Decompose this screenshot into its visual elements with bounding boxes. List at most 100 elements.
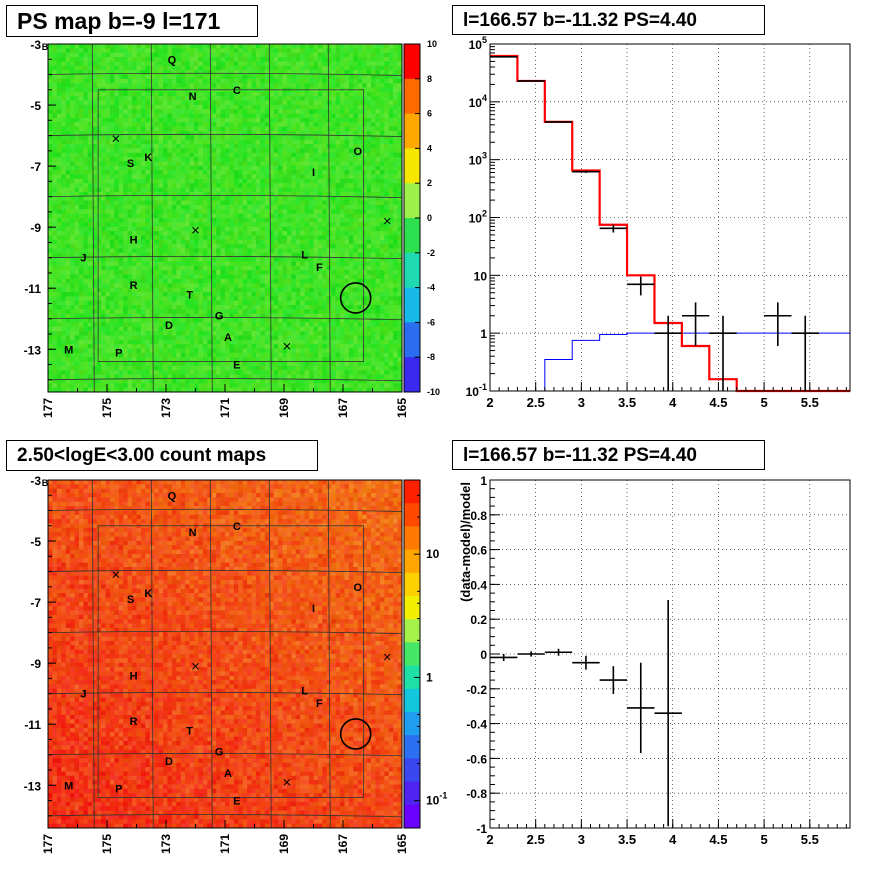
map-pixel <box>300 161 305 166</box>
map-pixel <box>52 266 57 271</box>
map-pixel <box>57 357 62 362</box>
map-pixel <box>88 118 93 123</box>
map-pixel <box>154 96 159 101</box>
map-pixel <box>123 353 128 358</box>
map-pixel <box>83 170 88 175</box>
map-pixel <box>92 61 97 66</box>
map-pixel <box>70 88 75 93</box>
map-pixel <box>92 262 97 267</box>
map-pixel <box>287 309 292 314</box>
map-pixel <box>190 48 195 53</box>
map-pixel <box>314 96 319 101</box>
map-pixel <box>283 305 288 310</box>
map-pixel <box>167 79 172 84</box>
map-pixel <box>70 96 75 101</box>
map-pixel <box>274 114 279 119</box>
map-pixel <box>194 275 199 280</box>
map-pixel <box>252 153 257 158</box>
map-pixel <box>159 179 164 184</box>
map-pixel <box>176 44 181 49</box>
map-pixel <box>225 144 230 149</box>
map-pixel <box>88 292 93 297</box>
map-pixel <box>163 292 168 297</box>
map-pixel <box>141 235 146 240</box>
map-pixel <box>154 327 159 332</box>
map-pixel <box>198 48 203 53</box>
map-pixel <box>167 127 172 132</box>
map-pixel <box>256 205 261 210</box>
map-pixel <box>283 270 288 275</box>
map-pixel <box>75 262 80 267</box>
map-pixel <box>123 275 128 280</box>
map-pixel <box>154 383 159 388</box>
map-pixel <box>119 279 124 284</box>
map-pixel <box>66 205 71 210</box>
map-pixel <box>83 222 88 227</box>
map-pixel <box>154 340 159 345</box>
map-pixel <box>172 309 177 314</box>
map-pixel <box>154 118 159 123</box>
map-pixel <box>247 201 252 206</box>
map-pixel <box>70 140 75 145</box>
map-pixel <box>52 296 57 301</box>
map-pixel <box>265 335 270 340</box>
map-pixel <box>212 292 217 297</box>
map-pixel <box>141 70 146 75</box>
map-pixel <box>243 201 248 206</box>
map-pixel <box>283 196 288 201</box>
map-pixel <box>269 262 274 267</box>
map-pixel <box>70 366 75 371</box>
map-pixel <box>145 114 150 119</box>
map-pixel <box>207 101 212 106</box>
map-pixel <box>207 44 212 49</box>
map-pixel <box>243 257 248 262</box>
map-pixel <box>283 214 288 219</box>
map-pixel <box>300 375 305 380</box>
map-pixel <box>300 209 305 214</box>
map-pixel <box>291 309 296 314</box>
map-pixel <box>132 370 137 375</box>
map-pixel <box>287 362 292 367</box>
map-pixel <box>203 340 208 345</box>
map-pixel <box>181 79 186 84</box>
map-pixel <box>97 227 102 232</box>
map-pixel <box>225 218 230 223</box>
map-pixel <box>309 157 314 162</box>
map-pixel <box>75 340 80 345</box>
map-pixel <box>75 375 80 380</box>
map-pixel <box>52 353 57 358</box>
map-pixel <box>212 96 217 101</box>
map-pixel <box>150 48 155 53</box>
map-pixel <box>159 153 164 158</box>
map-pixel <box>163 362 168 367</box>
map-pixel <box>238 331 243 336</box>
map-pixel <box>296 179 301 184</box>
map-pixel <box>229 166 234 171</box>
map-pixel <box>318 288 323 293</box>
map-pixel <box>106 122 111 127</box>
map-pixel <box>181 57 186 62</box>
map-pixel <box>203 288 208 293</box>
map-pixel <box>283 266 288 271</box>
map-pixel <box>278 270 283 275</box>
map-pixel <box>57 88 62 93</box>
map-pixel <box>101 122 106 127</box>
map-pixel <box>309 109 314 114</box>
map-pixel <box>212 74 217 79</box>
map-pixel <box>212 331 217 336</box>
map-pixel <box>247 53 252 58</box>
map-pixel <box>274 331 279 336</box>
map-pixel <box>114 301 119 306</box>
map-pixel <box>172 118 177 123</box>
map-pixel <box>70 275 75 280</box>
map-pixel <box>137 144 142 149</box>
map-pixel <box>61 109 66 114</box>
map-pixel <box>110 305 115 310</box>
map-pixel <box>154 296 159 301</box>
map-pixel <box>97 257 102 262</box>
map-pixel <box>185 48 190 53</box>
map-pixel <box>159 166 164 171</box>
map-pixel <box>185 370 190 375</box>
map-pixel <box>256 209 261 214</box>
map-pixel <box>181 153 186 158</box>
